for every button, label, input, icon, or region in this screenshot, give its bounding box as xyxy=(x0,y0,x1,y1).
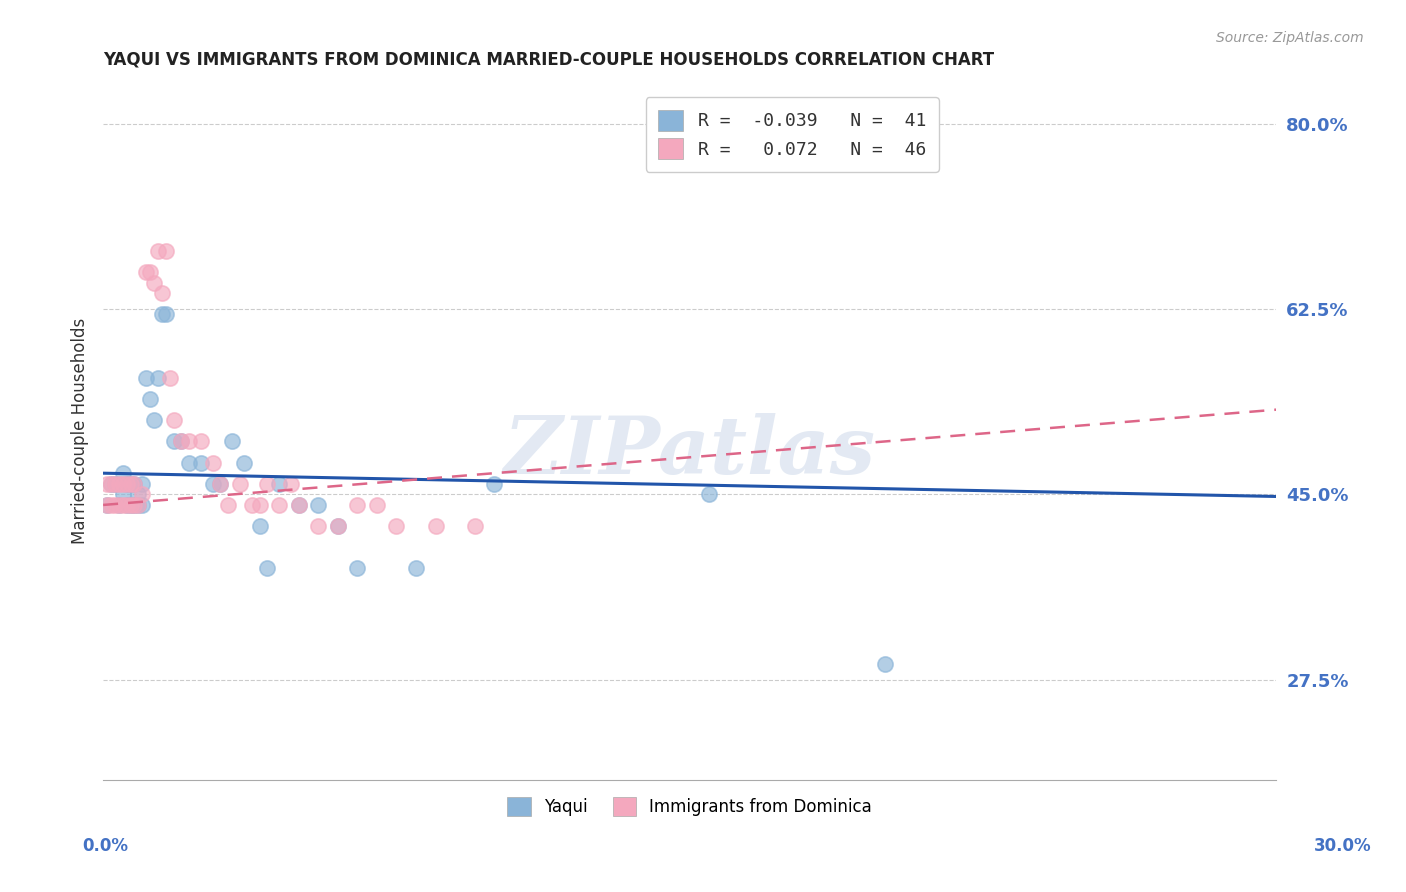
Point xyxy=(127,487,149,501)
Point xyxy=(170,434,193,449)
Point xyxy=(346,561,368,575)
Point xyxy=(209,476,232,491)
Point xyxy=(124,498,146,512)
Point xyxy=(96,476,118,491)
Point xyxy=(135,371,157,385)
Point xyxy=(104,498,127,512)
Point xyxy=(115,476,138,491)
Point xyxy=(190,434,212,449)
Point xyxy=(120,498,142,512)
Point xyxy=(135,265,157,279)
Point xyxy=(240,498,263,512)
Point xyxy=(100,476,122,491)
Point xyxy=(124,498,146,512)
Point xyxy=(111,498,134,512)
Point xyxy=(875,657,897,671)
Text: ZIPatlas: ZIPatlas xyxy=(503,413,876,491)
Point xyxy=(96,498,118,512)
Point xyxy=(127,498,149,512)
Point xyxy=(124,476,146,491)
Point xyxy=(170,434,193,449)
Point xyxy=(115,476,138,491)
Point xyxy=(155,244,177,258)
Point xyxy=(405,561,427,575)
Point xyxy=(120,476,142,491)
Point xyxy=(366,498,388,512)
Point xyxy=(221,434,243,449)
Point xyxy=(96,498,118,512)
Point xyxy=(107,476,129,491)
Point xyxy=(179,456,201,470)
Point xyxy=(256,561,278,575)
Point xyxy=(100,476,122,491)
Point xyxy=(159,371,181,385)
Point xyxy=(143,276,166,290)
Point xyxy=(385,519,408,533)
Point xyxy=(131,487,153,501)
Point xyxy=(280,476,302,491)
Point xyxy=(269,498,291,512)
Point xyxy=(326,519,349,533)
Point xyxy=(100,498,122,512)
Point xyxy=(139,265,162,279)
Point xyxy=(249,519,271,533)
Point xyxy=(232,456,254,470)
Point xyxy=(120,498,142,512)
Point xyxy=(150,286,173,301)
Point xyxy=(256,476,278,491)
Point xyxy=(307,498,329,512)
Point xyxy=(143,413,166,427)
Point xyxy=(146,244,169,258)
Point xyxy=(229,476,252,491)
Point xyxy=(190,456,212,470)
Point xyxy=(139,392,162,406)
Text: 0.0%: 0.0% xyxy=(83,837,128,855)
Text: 30.0%: 30.0% xyxy=(1315,837,1371,855)
Y-axis label: Married-couple Households: Married-couple Households xyxy=(72,318,89,544)
Point xyxy=(111,476,134,491)
Point xyxy=(150,307,173,321)
Legend: Yaqui, Immigrants from Dominica: Yaqui, Immigrants from Dominica xyxy=(499,789,880,824)
Point xyxy=(127,498,149,512)
Point xyxy=(104,476,127,491)
Point xyxy=(107,498,129,512)
Point xyxy=(111,487,134,501)
Text: YAQUI VS IMMIGRANTS FROM DOMINICA MARRIED-COUPLE HOUSEHOLDS CORRELATION CHART: YAQUI VS IMMIGRANTS FROM DOMINICA MARRIE… xyxy=(103,51,994,69)
Point xyxy=(131,498,153,512)
Point xyxy=(209,476,232,491)
Point xyxy=(346,498,368,512)
Point xyxy=(162,434,184,449)
Point xyxy=(162,413,184,427)
Point xyxy=(115,498,138,512)
Text: Source: ZipAtlas.com: Source: ZipAtlas.com xyxy=(1216,31,1364,45)
Point xyxy=(287,498,309,512)
Point xyxy=(146,371,169,385)
Point xyxy=(104,476,127,491)
Point xyxy=(179,434,201,449)
Point xyxy=(111,466,134,480)
Point xyxy=(307,519,329,533)
Point xyxy=(201,456,224,470)
Point xyxy=(131,476,153,491)
Point xyxy=(326,519,349,533)
Point xyxy=(115,498,138,512)
Point xyxy=(484,476,506,491)
Point xyxy=(464,519,486,533)
Point xyxy=(217,498,239,512)
Point xyxy=(124,476,146,491)
Point xyxy=(699,487,721,501)
Point xyxy=(201,476,224,491)
Point xyxy=(107,498,129,512)
Point xyxy=(287,498,309,512)
Point xyxy=(120,476,142,491)
Point xyxy=(249,498,271,512)
Point xyxy=(425,519,447,533)
Point xyxy=(269,476,291,491)
Point xyxy=(155,307,177,321)
